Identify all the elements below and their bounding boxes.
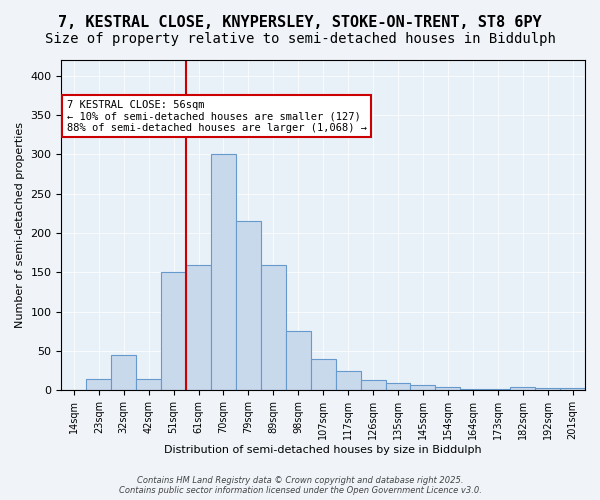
Bar (111, 355, 136, 390)
X-axis label: Distribution of semi-detached houses by size in Biddulph: Distribution of semi-detached houses by … (164, 445, 482, 455)
Text: Contains HM Land Registry data © Crown copyright and database right 2025.
Contai: Contains HM Land Registry data © Crown c… (119, 476, 481, 495)
Bar (211, 154, 236, 390)
Bar (286, 332, 311, 390)
Bar (261, 264, 286, 390)
Bar (136, 378, 161, 390)
Bar (560, 388, 585, 390)
Bar (485, 389, 510, 390)
Bar (161, 272, 186, 390)
Bar (186, 264, 211, 390)
Bar (460, 389, 485, 390)
Bar (510, 386, 535, 390)
Bar (335, 371, 361, 390)
Text: 7, KESTRAL CLOSE, KNYPERSLEY, STOKE-ON-TRENT, ST8 6PY: 7, KESTRAL CLOSE, KNYPERSLEY, STOKE-ON-T… (58, 15, 542, 30)
Bar (410, 385, 436, 390)
Text: Size of property relative to semi-detached houses in Biddulph: Size of property relative to semi-detach… (44, 32, 556, 46)
Bar (236, 222, 261, 390)
Bar (535, 388, 560, 390)
Bar (436, 388, 460, 390)
Bar (311, 359, 335, 390)
Bar (386, 382, 410, 390)
Bar (86, 378, 111, 390)
Y-axis label: Number of semi-detached properties: Number of semi-detached properties (15, 122, 25, 328)
Bar (361, 380, 386, 390)
Text: 7 KESTRAL CLOSE: 56sqm
← 10% of semi-detached houses are smaller (127)
88% of se: 7 KESTRAL CLOSE: 56sqm ← 10% of semi-det… (67, 100, 367, 133)
